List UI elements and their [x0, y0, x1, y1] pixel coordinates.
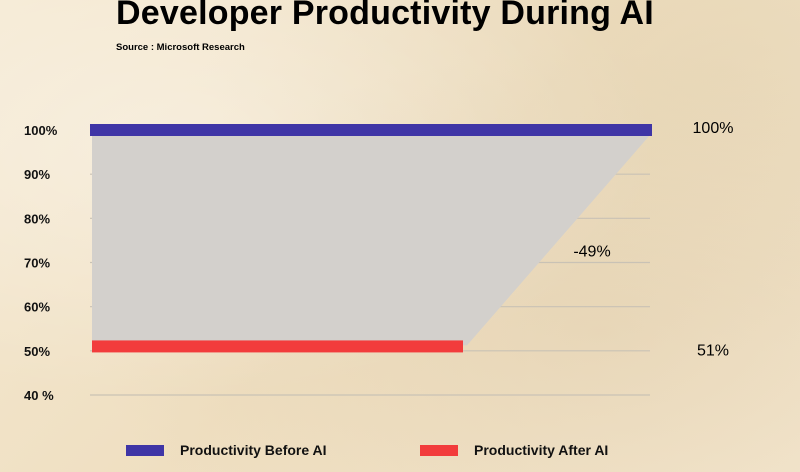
y-tick-label: 40 %	[24, 388, 54, 403]
y-tick-label: 50%	[24, 344, 50, 359]
chart-title: Developer Productivity During AI	[116, 0, 654, 32]
bar-productivity-after	[92, 340, 463, 353]
y-tick-label: 70%	[24, 256, 50, 271]
change-label: -49%	[573, 243, 610, 260]
legend-swatch-before	[126, 444, 164, 456]
legend-label-after: Productivity After AI	[474, 442, 609, 458]
data-label-after: 51%	[697, 342, 729, 359]
y-tick-label: 90%	[24, 167, 50, 182]
legend-swatch-after	[420, 444, 458, 456]
y-tick-label: 100%	[24, 123, 58, 138]
y-tick-label: 60%	[24, 300, 50, 315]
legend-item-after: Productivity After AI	[420, 442, 608, 458]
y-tick-label: 80%	[24, 211, 50, 226]
drop-area	[92, 135, 650, 346]
legend-label-before: Productivity Before AI	[180, 442, 327, 458]
data-label-before: 100%	[693, 120, 734, 137]
bar-productivity-before	[90, 124, 652, 136]
y-axis-ticks: 100% 90% 80% 70% 60% 50% 40 %	[24, 123, 58, 403]
legend-item-before: Productivity Before AI	[126, 442, 327, 458]
chart-subtitle: Source : Microsoft Research	[116, 42, 245, 53]
